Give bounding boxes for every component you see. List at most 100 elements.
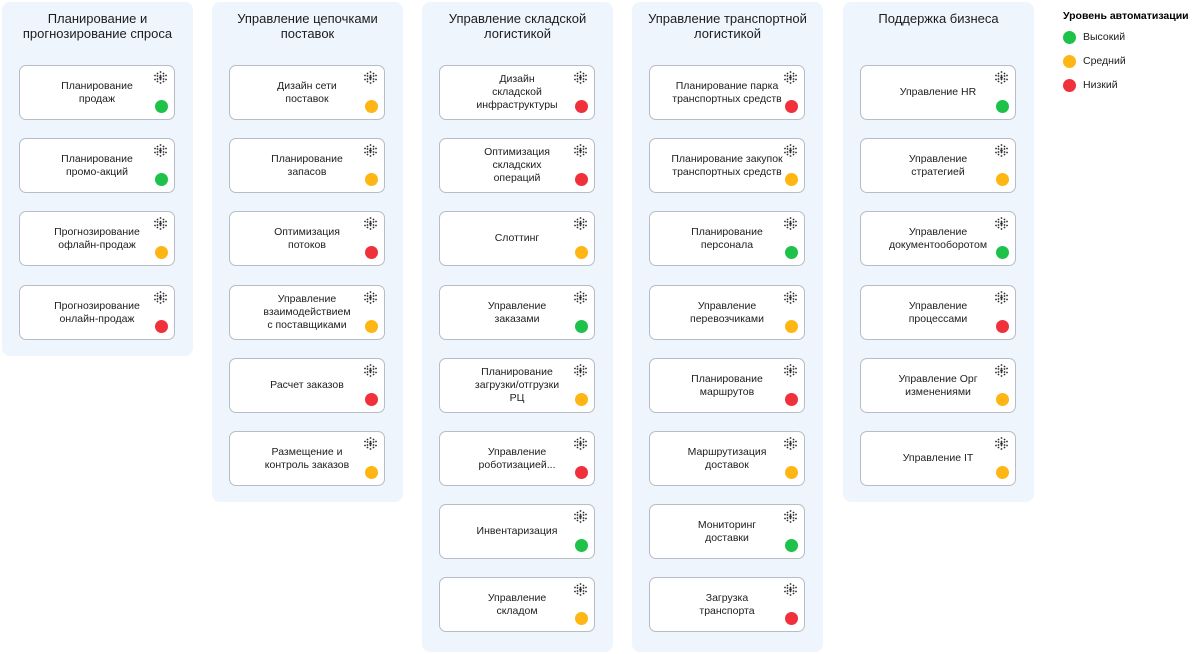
card-label: Управление документооборотом <box>888 225 988 251</box>
process-card[interactable]: Управление процессами <box>860 285 1016 340</box>
process-card[interactable]: Маршрутизация доставок <box>649 431 805 486</box>
status-dot-medium <box>575 612 588 625</box>
dot-grid-icon <box>995 364 1008 377</box>
dot-grid-icon <box>784 583 797 596</box>
dot-grid-icon <box>364 144 377 157</box>
card-label: Планирование загрузки/отгрузки РЦ <box>474 366 560 404</box>
process-card[interactable]: Мониторинг доставки <box>649 504 805 559</box>
process-card[interactable]: Управление роботизацией... <box>439 431 595 486</box>
status-dot-high <box>575 539 588 552</box>
status-dot-high <box>155 100 168 113</box>
process-card[interactable]: Планирование маршрутов <box>649 358 805 413</box>
process-card[interactable]: Управление IT <box>860 431 1016 486</box>
process-card[interactable]: Планирование продаж <box>19 65 175 120</box>
card-label: Мониторинг доставки <box>697 518 757 544</box>
legend-title: Уровень автоматизации <box>1063 10 1189 22</box>
dot-grid-icon <box>995 217 1008 230</box>
dot-grid-icon <box>574 364 587 377</box>
process-card[interactable]: Прогнозирование офлайн-продаж <box>19 211 175 266</box>
status-dot-high <box>996 100 1009 113</box>
status-dot-low <box>785 612 798 625</box>
process-card[interactable]: Размещение и контроль заказов <box>229 431 385 486</box>
process-card[interactable]: Планирование парка транспортных средств <box>649 65 805 120</box>
dot-grid-icon <box>995 291 1008 304</box>
column-title: Управление цепочками поставок <box>237 11 378 41</box>
card-label: Планирование промо-акций <box>61 152 133 178</box>
dot-grid-icon <box>154 71 167 84</box>
card-label: Маршрутизация доставок <box>687 445 767 471</box>
card-label: Управление процессами <box>908 299 968 325</box>
dot-grid-icon <box>784 144 797 157</box>
process-card[interactable]: Управление складом <box>439 577 595 632</box>
dot-grid-icon <box>784 291 797 304</box>
column-1: Планирование и прогнозирование спроса Пла… <box>2 2 193 356</box>
status-dot-medium <box>365 173 378 186</box>
process-card[interactable]: Дизайн складской инфраструктуры <box>439 65 595 120</box>
card-label: Инвентаризация <box>476 525 558 537</box>
status-dot-medium <box>365 466 378 479</box>
process-card[interactable]: Управление Орг изменениями <box>860 358 1016 413</box>
dot-grid-icon <box>364 437 377 450</box>
status-dot-low <box>996 320 1009 333</box>
dot-grid-icon <box>784 510 797 523</box>
status-dot-low <box>365 393 378 406</box>
process-card[interactable]: Управление HR <box>860 65 1016 120</box>
process-card[interactable]: Управление заказами <box>439 285 595 340</box>
status-dot-medium <box>996 173 1009 186</box>
legend-dot-medium <box>1063 55 1076 68</box>
legend-label: Низкий <box>1083 79 1118 91</box>
dot-grid-icon <box>154 144 167 157</box>
card-label: Расчет заказов <box>270 379 344 391</box>
process-card[interactable]: Управление стратегией <box>860 138 1016 193</box>
status-dot-medium <box>575 393 588 406</box>
status-dot-low <box>365 246 378 259</box>
dot-grid-icon <box>784 437 797 450</box>
dot-grid-icon <box>574 437 587 450</box>
dot-grid-icon <box>154 217 167 230</box>
legend-dot-high <box>1063 31 1076 44</box>
status-dot-low <box>575 173 588 186</box>
process-card[interactable]: Планирование запасов <box>229 138 385 193</box>
status-dot-high <box>996 246 1009 259</box>
status-dot-medium <box>365 100 378 113</box>
status-dot-medium <box>785 466 798 479</box>
dot-grid-icon <box>574 583 587 596</box>
dot-grid-icon <box>574 144 587 157</box>
card-label: Дизайн складской инфраструктуры <box>476 73 558 111</box>
legend-label: Средний <box>1083 55 1126 67</box>
card-label: Планирование маршрутов <box>691 372 763 398</box>
status-dot-high <box>785 246 798 259</box>
card-label: Загрузка транспорта <box>699 591 755 617</box>
card-label: Управление Орг изменениями <box>898 372 978 398</box>
column-title: Поддержка бизнеса <box>878 11 999 26</box>
process-card[interactable]: Слоттинг <box>439 211 595 266</box>
process-card[interactable]: Управление взаимодействием с поставщикам… <box>229 285 385 340</box>
process-card[interactable]: Прогнозирование онлайн-продаж <box>19 285 175 340</box>
process-card[interactable]: Планирование загрузки/отгрузки РЦ <box>439 358 595 413</box>
dot-grid-icon <box>364 71 377 84</box>
card-label: Управление стратегией <box>908 152 968 178</box>
process-card[interactable]: Управление документооборотом <box>860 211 1016 266</box>
process-card[interactable]: Дизайн сети поставок <box>229 65 385 120</box>
process-card[interactable]: Оптимизация потоков <box>229 211 385 266</box>
process-card[interactable]: Планирование закупок транспортных средст… <box>649 138 805 193</box>
card-label: Планирование продаж <box>61 79 133 105</box>
status-dot-medium <box>155 246 168 259</box>
process-card[interactable]: Расчет заказов <box>229 358 385 413</box>
card-label: Прогнозирование офлайн-продаж <box>54 225 140 251</box>
dot-grid-icon <box>784 364 797 377</box>
process-card[interactable]: Планирование промо-акций <box>19 138 175 193</box>
dot-grid-icon <box>574 71 587 84</box>
card-label: Размещение и контроль заказов <box>264 445 350 471</box>
process-card[interactable]: Загрузка транспорта <box>649 577 805 632</box>
status-dot-medium <box>365 320 378 333</box>
dot-grid-icon <box>995 437 1008 450</box>
process-card[interactable]: Оптимизация складских операций <box>439 138 595 193</box>
process-card[interactable]: Планирование персонала <box>649 211 805 266</box>
card-label: Управление IT <box>902 452 974 464</box>
process-card[interactable]: Управление перевозчиками <box>649 285 805 340</box>
status-dot-low <box>575 466 588 479</box>
column-3: Управление складской логистикой Дизайн ск… <box>422 2 613 652</box>
process-card[interactable]: Инвентаризация <box>439 504 595 559</box>
dot-grid-icon <box>574 510 587 523</box>
